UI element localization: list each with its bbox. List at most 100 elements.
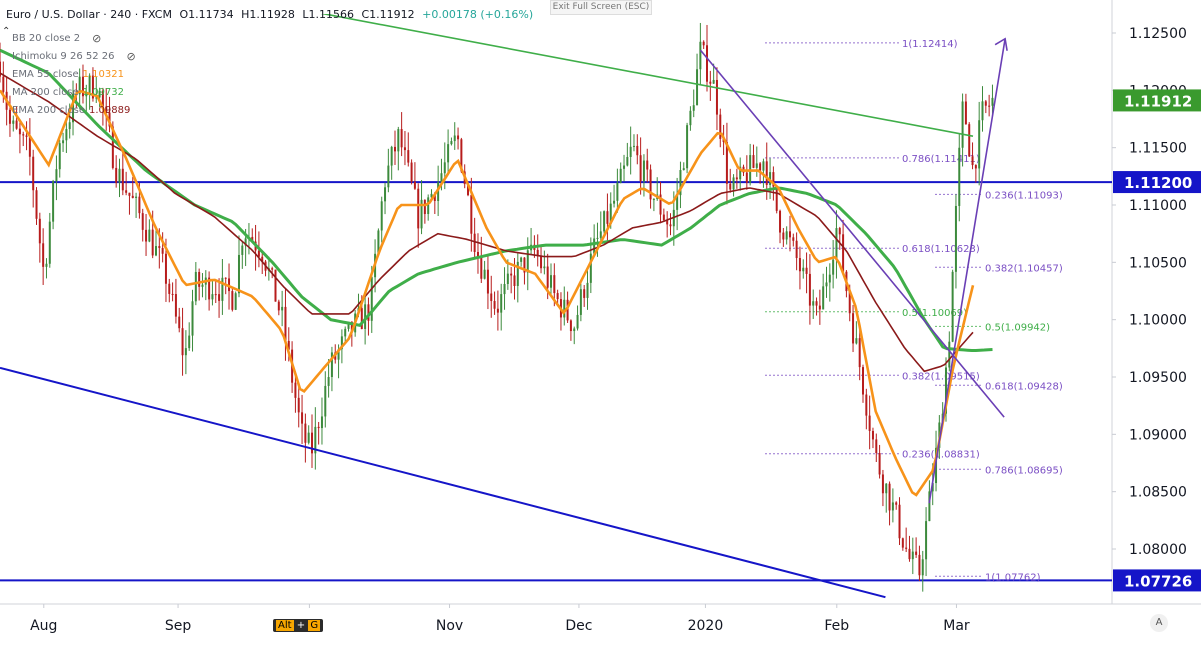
candle-body	[964, 101, 967, 125]
candle-body	[271, 268, 274, 270]
candle-body	[460, 139, 463, 172]
candle-body	[815, 301, 818, 306]
level-price-badge-bg	[1113, 569, 1201, 592]
candle-body	[510, 273, 513, 276]
level-price-badge-label: 1.07726	[1124, 572, 1192, 590]
candle-body	[818, 305, 821, 310]
candle-body	[413, 181, 416, 189]
candle-body	[467, 184, 470, 196]
y-tick-label: 1.11000	[1129, 198, 1187, 214]
candle-body	[135, 196, 138, 198]
candle-body	[294, 382, 297, 398]
candle-body	[244, 238, 247, 246]
legend-value: 1.09889	[89, 105, 131, 116]
candle-body	[974, 165, 977, 169]
candle-body	[148, 229, 151, 242]
legend-row-ma200[interactable]: MA 200 close 1.09732	[12, 84, 136, 102]
candle-body	[659, 194, 662, 215]
candle-body	[12, 120, 15, 124]
fib1-level-label: 0.236(1.08831)	[902, 450, 980, 461]
candle-body	[536, 249, 539, 256]
candle-body	[58, 143, 61, 170]
candle-body	[277, 301, 280, 311]
candle-body	[377, 230, 380, 254]
candle-body	[32, 156, 35, 191]
candle-body	[895, 502, 898, 505]
candle-body	[805, 267, 808, 274]
candle-body	[958, 147, 961, 206]
candle-body	[968, 124, 971, 157]
candle-body	[589, 253, 592, 283]
candle-body	[450, 141, 453, 145]
ema55-line	[0, 89, 975, 497]
candle-body	[224, 277, 227, 279]
candle-body	[55, 169, 58, 182]
candle-body	[629, 146, 632, 157]
candle-body	[623, 165, 626, 169]
candle-body	[503, 283, 506, 295]
hidden-eye-icon[interactable]: ⊘	[92, 32, 102, 45]
candle-body	[662, 214, 665, 221]
candle-body	[8, 109, 11, 124]
candle-body	[865, 394, 868, 416]
legend-row-bb[interactable]: BB 20 close 2 ⊘	[12, 30, 136, 48]
candle-body	[556, 293, 559, 300]
candle-body	[513, 275, 516, 286]
candle-body	[782, 232, 785, 240]
fib1-level-label: 0.786(1.11411)	[902, 154, 980, 165]
level-price-badge-label: 1.11200	[1124, 174, 1192, 192]
candle-body	[825, 282, 828, 287]
candle-body	[586, 282, 589, 298]
candle-body	[682, 168, 685, 171]
candle-body	[393, 146, 396, 152]
candle-body	[447, 144, 450, 163]
legend-row-ema200[interactable]: EMA 200 close 1.09889	[12, 102, 136, 120]
purple-descending-trendline-line	[699, 49, 1005, 418]
candle-body	[765, 161, 768, 185]
shortcut-plus: +	[296, 620, 306, 631]
legend-row-ichimoku[interactable]: Ichimoku 9 26 52 26 ⊘	[12, 48, 136, 66]
legend-row-ema55[interactable]: EMA 55 close 1.10321	[12, 66, 136, 84]
auto-scale-button[interactable]: A	[1150, 614, 1168, 632]
candle-body	[931, 483, 934, 492]
candle-body	[808, 273, 811, 306]
candle-body	[991, 97, 994, 106]
symbol-header: Euro / U.S. Dollar · 240 · FXCM O1.11734…	[6, 8, 537, 21]
candle-body	[168, 283, 171, 294]
fib2-level-label: 0.382(1.10457)	[985, 263, 1063, 274]
candle-body	[188, 335, 191, 349]
hidden-eye-icon[interactable]: ⊘	[126, 50, 136, 63]
candle-body	[301, 412, 304, 424]
fib2-level-label: 0.786(1.08695)	[985, 465, 1063, 476]
candle-body	[911, 551, 914, 560]
candle-body	[652, 199, 655, 201]
candle-body	[2, 76, 5, 92]
candle-body	[506, 273, 509, 284]
legend-name: Ichimoku 9 26 52 26	[12, 51, 115, 62]
symbol-title: Euro / U.S. Dollar · 240 · FXCM	[6, 8, 172, 21]
candle-body	[380, 201, 383, 231]
fib2-level-label: 1(1.07762)	[985, 572, 1041, 583]
candle-body	[745, 172, 748, 183]
candle-body	[613, 200, 616, 204]
collapse-legend-icon[interactable]: ⌃	[2, 26, 11, 37]
legend-name: EMA 55 close	[12, 69, 79, 80]
candle-body	[45, 263, 48, 267]
candle-body	[15, 120, 18, 129]
y-tick-label: 1.10500	[1129, 255, 1187, 271]
x-tick-label: 2020	[688, 618, 724, 634]
candle-body	[121, 168, 124, 191]
candle-body	[88, 75, 91, 93]
candle-body	[115, 167, 118, 183]
candle-body	[433, 193, 436, 201]
candle-body	[948, 341, 951, 368]
fib1-level-label: 0.382(1.09515)	[902, 371, 980, 382]
exit-fullscreen-button[interactable]: Exit Full Screen (ESC)	[550, 0, 652, 15]
candle-body	[779, 210, 782, 233]
candle-body	[274, 269, 277, 302]
arrow-head	[994, 37, 1008, 51]
candle-body	[599, 231, 602, 238]
candle-body	[52, 181, 55, 222]
